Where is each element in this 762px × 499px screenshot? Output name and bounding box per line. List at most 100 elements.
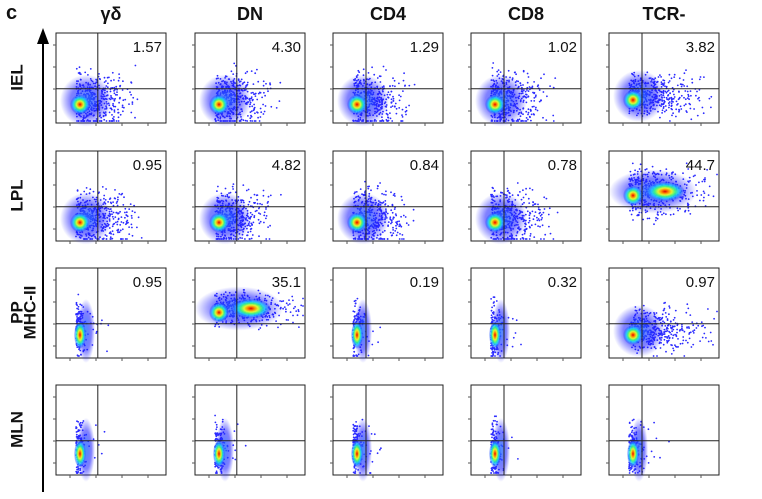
event-dot	[402, 214, 405, 217]
event-dot	[665, 85, 668, 88]
event-dot	[112, 218, 115, 220]
event-dot	[516, 182, 519, 184]
event-dot	[78, 355, 80, 357]
quadrant-percentage: 0.84	[410, 157, 439, 174]
event-dot	[247, 231, 250, 234]
event-dot	[131, 210, 134, 213]
event-dot	[254, 92, 257, 95]
event-dot	[128, 103, 130, 105]
density-plot: 0.19	[330, 267, 444, 363]
event-dot	[646, 217, 649, 220]
event-dot	[134, 116, 136, 119]
event-dot	[528, 217, 531, 220]
event-dot	[536, 219, 539, 222]
event-dot	[532, 91, 534, 94]
event-dot	[531, 210, 534, 213]
event-dot	[390, 98, 393, 101]
density-core	[70, 212, 90, 233]
event-dot	[382, 65, 385, 68]
event-dot	[412, 219, 415, 222]
event-dot	[694, 174, 696, 177]
event-dot	[522, 238, 525, 240]
event-dot	[394, 213, 397, 216]
event-dot	[533, 105, 535, 108]
event-dot	[543, 238, 545, 240]
event-dot	[123, 196, 125, 199]
quadrant-percentage: 4.82	[272, 157, 301, 174]
event-dot	[534, 108, 537, 111]
event-dot	[263, 221, 265, 224]
event-dot	[401, 238, 403, 240]
event-dot	[689, 90, 692, 92]
event-dot	[673, 76, 676, 78]
event-dot	[113, 120, 115, 122]
event-dot	[665, 168, 668, 171]
event-dot	[703, 192, 706, 195]
event-dot	[116, 220, 119, 223]
event-dot	[257, 328, 260, 331]
event-dot	[527, 90, 530, 92]
event-dot	[396, 220, 399, 223]
event-dot	[401, 199, 403, 202]
event-dot	[75, 67, 78, 70]
event-dot	[393, 216, 395, 219]
event-dot	[278, 100, 281, 102]
event-dot	[116, 223, 119, 226]
event-dot	[634, 169, 636, 172]
event-dot	[700, 194, 703, 196]
event-dot	[398, 220, 400, 223]
event-dot	[259, 213, 262, 215]
event-dot	[119, 229, 122, 232]
event-dot	[543, 73, 545, 76]
event-dot	[261, 203, 263, 206]
event-dot	[391, 120, 394, 122]
event-dot	[522, 84, 524, 86]
event-dot	[393, 105, 396, 108]
event-dot	[686, 97, 689, 99]
event-dot	[391, 204, 394, 207]
event-dot	[522, 69, 525, 72]
event-dot	[389, 231, 392, 234]
event-dot	[682, 172, 684, 175]
event-dot	[687, 168, 690, 170]
event-dot	[111, 71, 114, 74]
event-dot	[514, 71, 516, 74]
event-dot	[245, 189, 248, 192]
event-dot	[370, 189, 372, 192]
event-dot	[119, 210, 121, 213]
event-dot	[676, 84, 679, 87]
event-dot	[122, 204, 125, 206]
event-dot	[531, 85, 534, 88]
event-dot	[121, 104, 124, 107]
event-dot	[119, 238, 122, 240]
event-dot	[105, 235, 108, 237]
event-dot	[543, 208, 546, 210]
event-dot	[115, 211, 118, 214]
event-dot	[358, 71, 361, 74]
event-dot	[287, 304, 289, 306]
event-dot	[117, 196, 119, 199]
event-dot	[402, 79, 405, 82]
event-dot	[546, 95, 548, 98]
event-dot	[492, 187, 494, 190]
event-dot	[668, 101, 671, 103]
event-dot	[112, 233, 115, 236]
event-dot	[127, 221, 129, 224]
event-dot	[253, 215, 256, 217]
event-dot	[116, 94, 118, 96]
event-dot	[523, 201, 525, 204]
event-dot	[673, 73, 676, 76]
event-dot	[683, 104, 686, 107]
event-dot	[107, 324, 110, 327]
event-dot	[642, 218, 645, 221]
event-dot	[517, 194, 519, 196]
event-dot	[534, 223, 537, 226]
event-dot	[400, 120, 402, 122]
event-dot	[246, 234, 249, 237]
event-dot	[292, 299, 294, 302]
event-dot	[249, 228, 252, 231]
event-dot	[250, 222, 253, 225]
event-dot	[122, 221, 125, 224]
event-dot	[526, 89, 528, 91]
event-dot	[538, 100, 541, 103]
